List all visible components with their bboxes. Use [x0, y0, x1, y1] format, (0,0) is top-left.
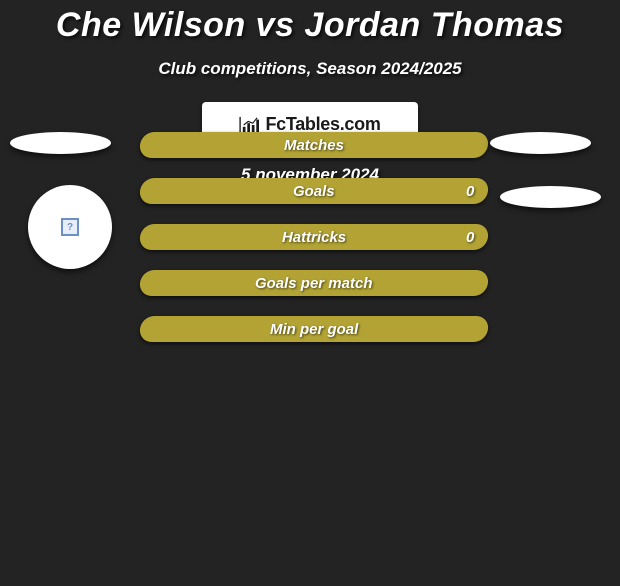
stat-label: Goals per match: [255, 275, 373, 292]
stat-label: Goals: [293, 183, 335, 200]
stat-row: Goals 0: [139, 178, 490, 204]
stat-row: Matches: [139, 132, 490, 158]
stat-row: Hattricks 0: [139, 224, 490, 250]
stat-label: Matches: [284, 137, 344, 154]
stat-row: Goals per match: [139, 270, 490, 296]
page-title: Che Wilson vs Jordan Thomas: [0, 6, 620, 45]
bar-chart-icon: [239, 116, 261, 134]
ellipse-left-top: [10, 132, 111, 154]
stat-row: Min per goal: [139, 316, 490, 342]
stat-value-right: 0: [466, 229, 474, 246]
stat-label: Min per goal: [270, 321, 358, 338]
player-photo: ?: [28, 185, 112, 269]
ellipse-right-mid: [500, 186, 601, 208]
page-subtitle: Club competitions, Season 2024/2025: [0, 59, 620, 79]
stat-label: Hattricks: [282, 229, 346, 246]
photo-placeholder-icon: ?: [61, 218, 79, 236]
ellipse-right-top: [490, 132, 591, 154]
stat-value-right: 0: [466, 183, 474, 200]
